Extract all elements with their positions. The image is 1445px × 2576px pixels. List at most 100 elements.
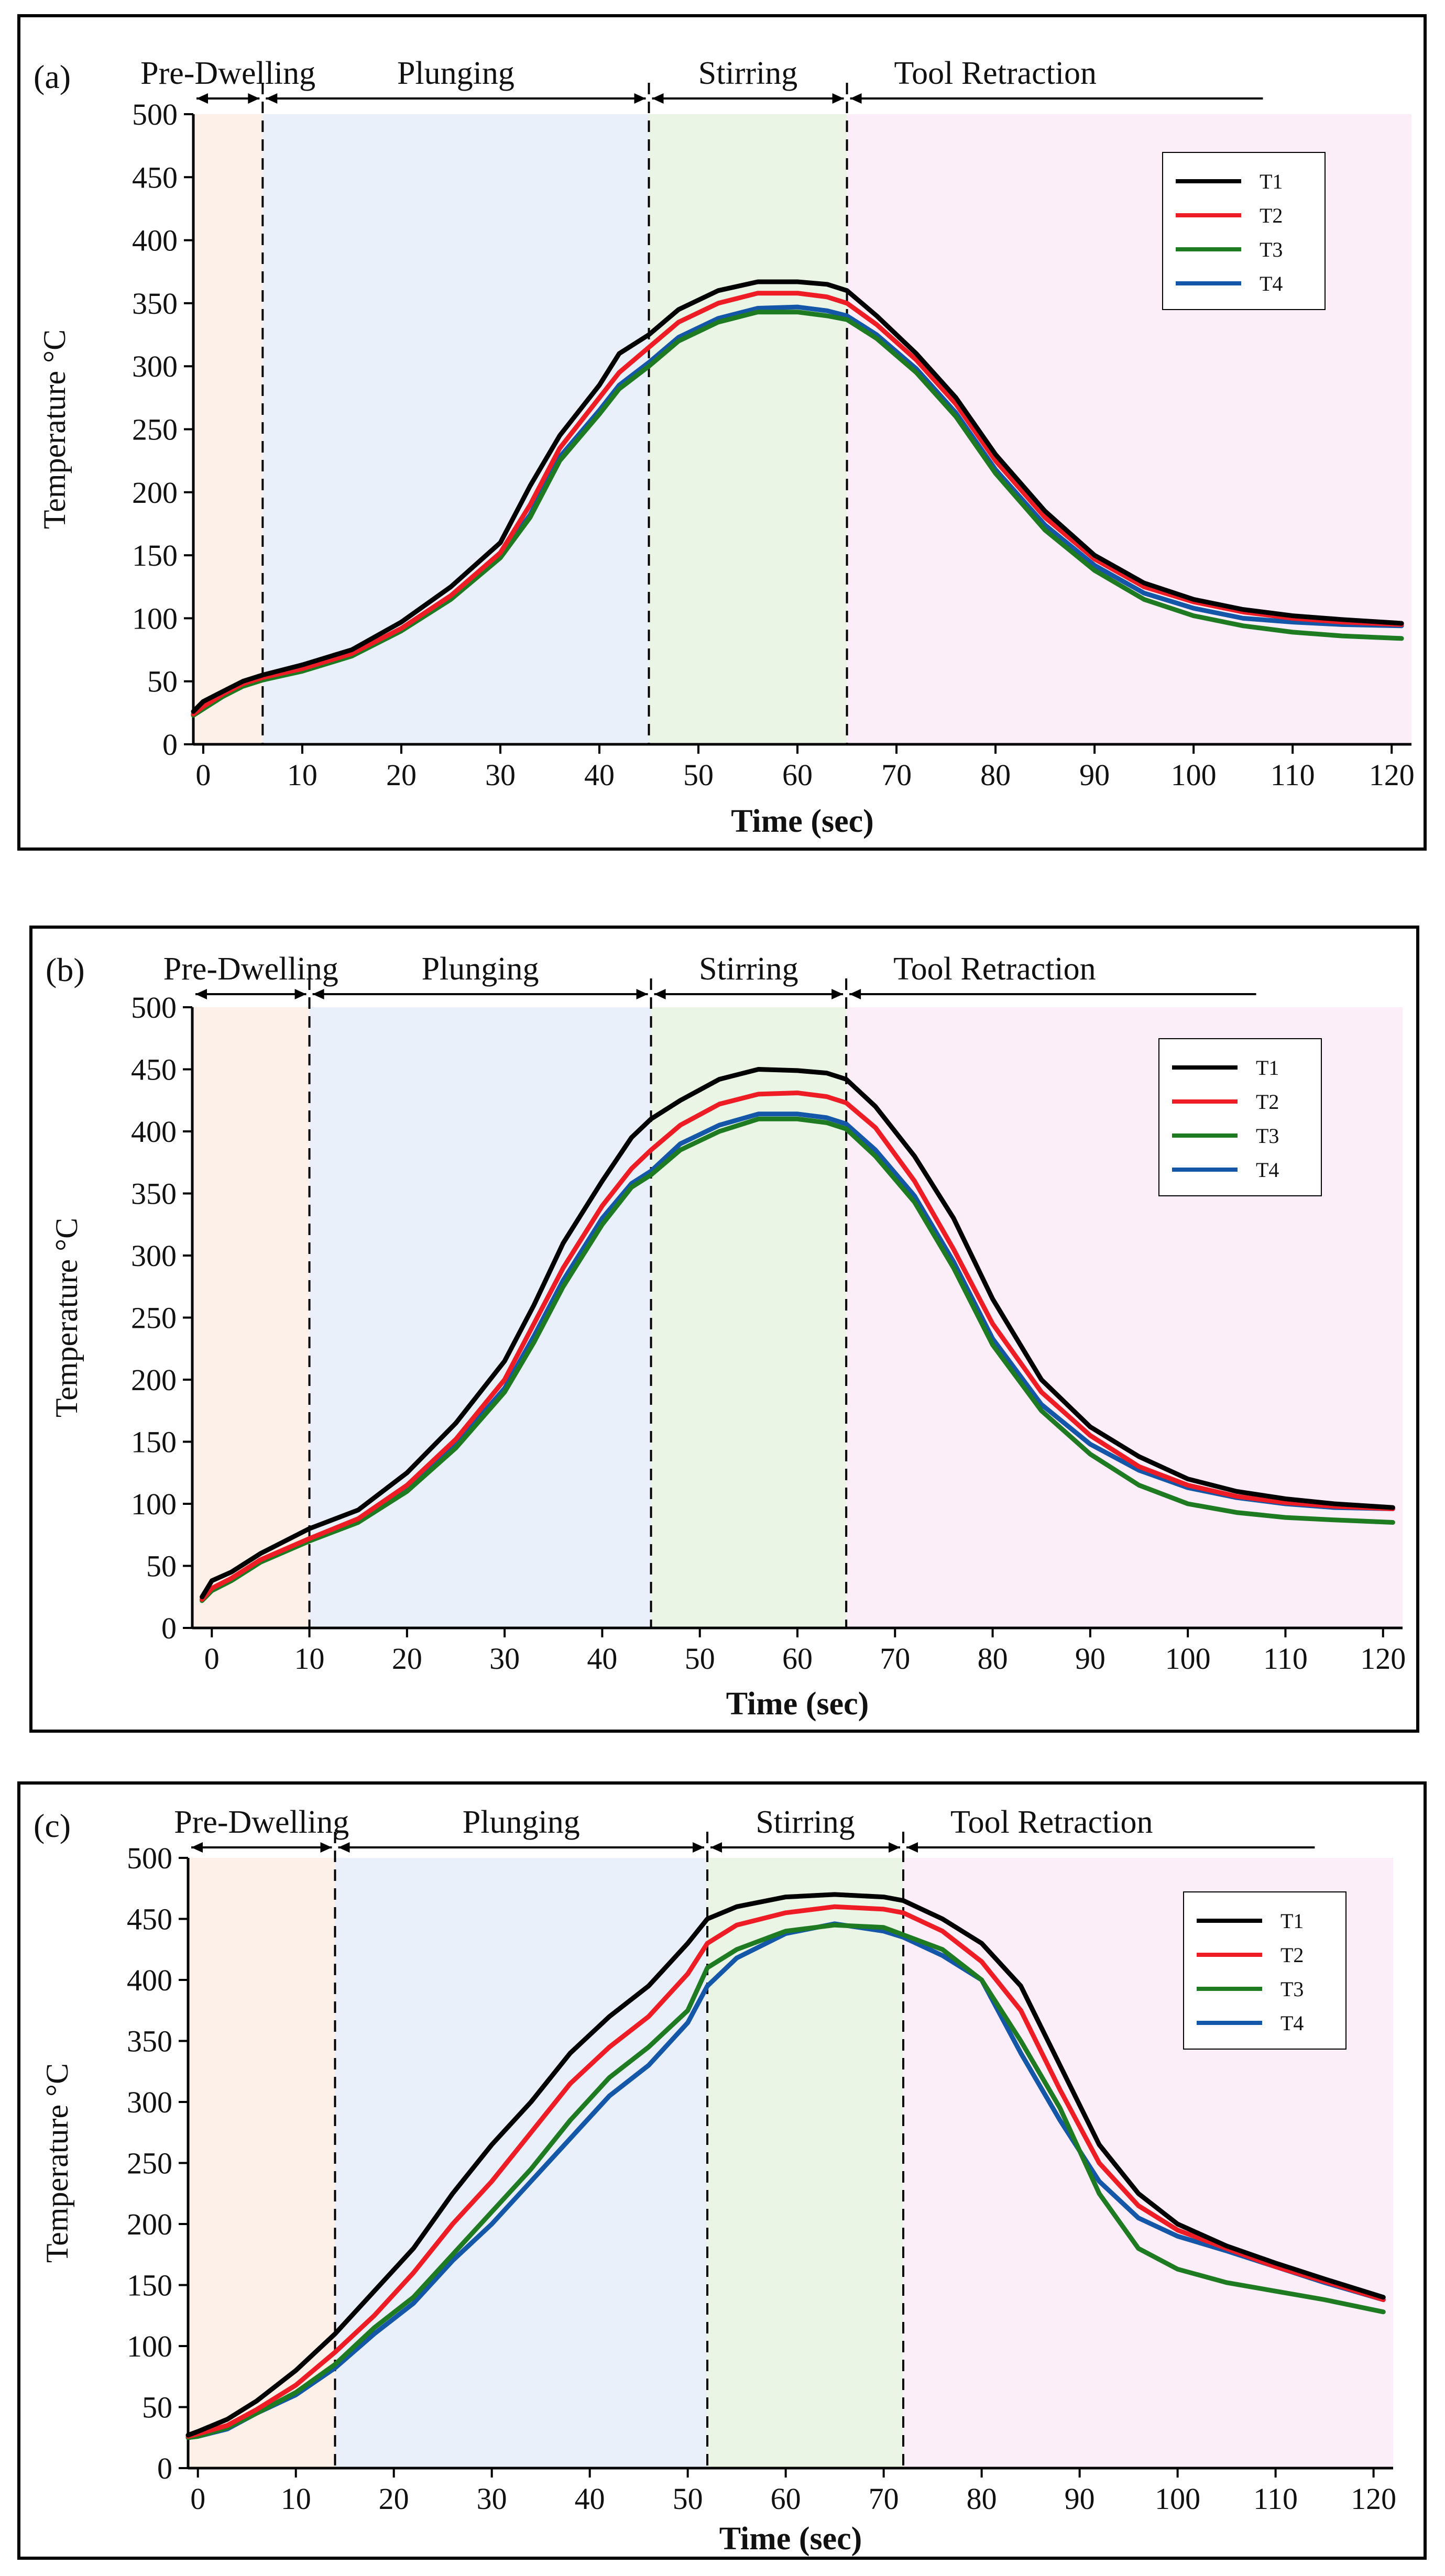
phase-arrow-head-left [312,989,324,999]
y-tick-label: 0 [161,1611,177,1645]
y-tick-label: 150 [132,538,178,573]
y-tick-label: 0 [157,2451,172,2485]
legend-box [1158,1038,1322,1196]
phase-label-pre-dwelling: Pre-Dwelling [140,56,315,91]
legend-label-t4: T4 [1260,272,1283,295]
x-tick-label: 0 [195,758,211,792]
series-line-t4 [185,1921,1386,2440]
phase-label-tool-retraction: Tool Retraction [894,56,1097,91]
x-tick-label: 60 [771,2482,801,2516]
legend-box [1162,152,1326,310]
x-tick-label: 70 [880,1642,910,1676]
y-tick-label: 100 [132,601,178,635]
x-tick-label: 0 [204,1642,220,1676]
y-tick-label: 150 [127,2269,172,2303]
y-tick-label: 250 [132,413,178,447]
phase-label-plunging: Plunging [463,1804,580,1840]
phase-arrow-head-right [248,93,260,104]
phase-arrow-head-right [294,989,306,999]
y-tick-label: 500 [127,1841,172,1875]
legend: T1 T2 T3 T4 [1183,1891,1347,2050]
y-tick-label: 450 [131,1053,177,1087]
x-tick-label: 20 [379,2482,409,2516]
phase-label-stirring: Stirring [756,1804,855,1840]
legend-label-t2: T2 [1256,1090,1279,1114]
y-tick-label: 350 [132,287,178,321]
x-tick-label: 90 [1075,1642,1105,1676]
x-tick-label: 80 [978,1642,1008,1676]
y-tick-label: 450 [127,1902,172,1936]
x-tick-label: 60 [782,758,813,792]
phase-arrow-head-left [196,93,208,104]
x-axis-title: Time (sec) [719,2521,862,2557]
x-tick-label: 40 [587,1642,617,1676]
phase-label-stirring: Stirring [699,951,798,987]
y-tick-label: 350 [131,1177,177,1211]
y-tick-label: 400 [127,1963,172,1997]
x-tick-label: 20 [386,758,417,792]
y-tick-label: 150 [131,1425,177,1459]
legend: T1 T2 T3 T4 [1162,152,1326,310]
panel-label: (c) [34,1807,71,1844]
phase-band-stirring [707,1858,904,2468]
phase-label-pre-dwelling: Pre-Dwelling [163,951,338,987]
x-tick-label: 20 [392,1642,422,1676]
y-tick-label: 450 [132,160,178,194]
series-line-t1 [200,1067,1395,1600]
y-tick-label: 350 [127,2024,172,2058]
series-line-t2 [200,1091,1395,1602]
phase-band-stirring [651,1007,847,1628]
series-line-t2 [185,1904,1386,2439]
x-axis-title: Time (sec) [726,1686,869,1722]
chart-svg: 0 50 100 150 200 250 300 350 400 450 500 0 10 20 30 40 5… [34,56,1415,839]
x-tick-label: 100 [1171,758,1217,792]
series-line-t1 [191,279,1404,714]
legend-label-t3: T3 [1280,1977,1304,2001]
x-tick-label: 10 [287,758,318,792]
x-tick-label: 0 [190,2482,205,2516]
x-tick-label: 10 [294,1642,325,1676]
phase-arrow-head-right [831,989,844,999]
chart-panel-a: 0 50 100 150 200 250 300 350 400 450 500 0 10 20 30 40 5… [17,14,1427,851]
phase-label-pre-dwelling: Pre-Dwelling [174,1804,349,1840]
y-tick-label: 0 [162,728,178,762]
x-tick-label: 40 [575,2482,605,2516]
y-tick-label: 500 [132,97,178,131]
phase-band-pre-dwelling [193,114,263,744]
phase-band-pre-dwelling [188,1858,335,2468]
legend-label-t4: T4 [1280,2011,1304,2035]
phase-arrow-head-left [338,1842,350,1853]
y-tick-label: 50 [142,2391,172,2425]
legend-box [1183,1891,1347,2050]
phase-arrow-head-left [849,989,861,999]
phase-arrow-head-right [832,93,844,104]
y-tick-label: 200 [127,2207,172,2241]
y-tick-label: 100 [131,1487,177,1521]
phase-arrow-head-left [710,1842,722,1853]
x-tick-label: 50 [673,2482,703,2516]
y-tick-label: 500 [131,990,177,1025]
y-tick-label: 100 [127,2329,172,2363]
y-axis-title: Temperature °C [40,2063,74,2263]
phase-arrow-head-left [906,1842,918,1853]
y-tick-label: 300 [132,349,178,383]
x-tick-label: 80 [980,758,1011,792]
phase-arrow-head-left [654,989,666,999]
phase-arrow-head-left [195,989,207,999]
phase-band-pre-dwelling [192,1007,310,1628]
phase-label-tool-retraction: Tool Retraction [950,1804,1153,1840]
legend-label-t4: T4 [1256,1158,1279,1182]
legend-label-t2: T2 [1280,1943,1304,1967]
phase-arrow-head-left [850,93,862,104]
x-tick-label: 120 [1360,1642,1406,1676]
x-tick-label: 120 [1369,758,1415,792]
x-tick-label: 110 [1263,1642,1308,1676]
x-tick-label: 110 [1253,2482,1298,2516]
legend-label-t3: T3 [1256,1124,1279,1148]
phase-band-plunging [309,1007,651,1628]
y-axis-title: Temperature °C [49,1218,84,1417]
phase-label-plunging: Plunging [422,951,539,987]
legend: T1 T2 T3 T4 [1158,1038,1322,1196]
phase-arrow-head-right [320,1842,332,1853]
y-tick-label: 200 [132,476,178,510]
